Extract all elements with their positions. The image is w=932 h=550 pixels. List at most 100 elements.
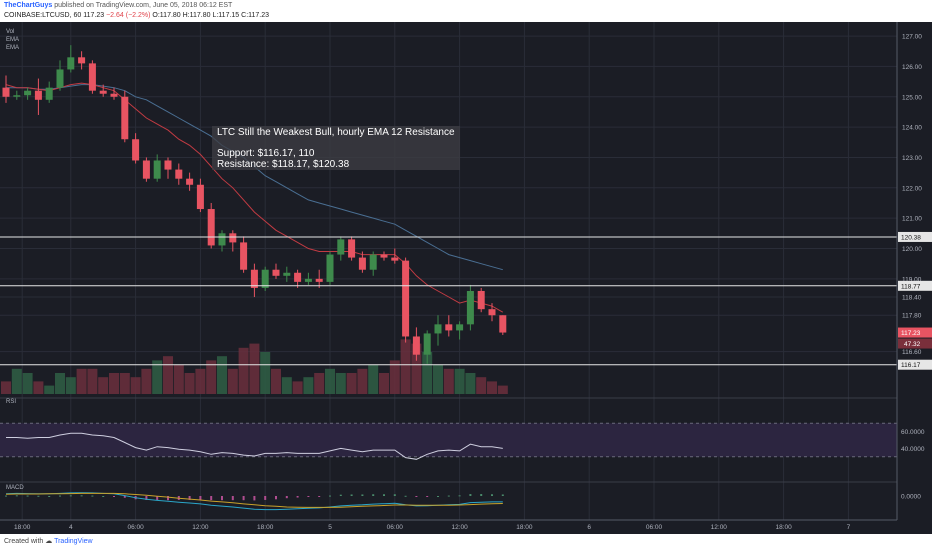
volume-bar bbox=[227, 368, 238, 394]
volume-bar bbox=[303, 377, 314, 394]
candle-body bbox=[132, 139, 140, 161]
macd-histogram-bar bbox=[156, 496, 159, 501]
time-tick-label: 7 bbox=[847, 524, 851, 531]
volume-bar bbox=[11, 368, 22, 394]
candle-body bbox=[45, 87, 53, 100]
candle-body bbox=[434, 324, 442, 334]
macd-histogram-bar bbox=[231, 496, 234, 501]
volume-bar bbox=[487, 381, 497, 394]
volume-bar bbox=[400, 339, 411, 394]
chart-canvas[interactable]: 127.00 126.00 125.00 124.00 123.00 122.00 121.… bbox=[0, 22, 932, 534]
volume-bar bbox=[65, 377, 76, 394]
candle-body bbox=[250, 269, 258, 288]
candle-body bbox=[142, 160, 150, 179]
volume-bar bbox=[346, 373, 357, 394]
volume-bar bbox=[454, 368, 465, 394]
macd-histogram-bar bbox=[69, 495, 72, 497]
candle-body bbox=[240, 242, 248, 270]
volume-bar bbox=[1, 381, 11, 394]
macd-histogram-bar bbox=[253, 496, 256, 501]
annotation-title: LTC Still the Weakest Bull, hourly EMA 1… bbox=[217, 127, 455, 138]
candle-body bbox=[164, 160, 172, 170]
candle-body bbox=[402, 260, 410, 337]
time-tick-label: 4 bbox=[69, 524, 73, 531]
candle-body bbox=[13, 95, 21, 97]
candle-body bbox=[34, 90, 42, 100]
volume-tag bbox=[898, 338, 932, 349]
candle-body bbox=[272, 269, 280, 276]
volume-bar bbox=[44, 385, 55, 394]
macd-histogram-bar bbox=[188, 496, 191, 500]
volume-bar bbox=[422, 352, 433, 394]
candle-body bbox=[337, 239, 345, 255]
candle-body bbox=[175, 169, 183, 179]
macd-histogram-bar bbox=[437, 496, 439, 497]
symbol-label: COINBASE:LTCUSD, 60 bbox=[4, 12, 82, 19]
macd-histogram-bar bbox=[242, 496, 245, 501]
macd-histogram-bar bbox=[383, 494, 385, 496]
rsi-pane-label: RSI bbox=[6, 399, 17, 405]
rsi-tick-label: 40.0000 bbox=[901, 446, 925, 453]
time-tick-label: 18:00 bbox=[14, 524, 31, 531]
legend-ema-2: EMA bbox=[6, 45, 20, 51]
volume-bar bbox=[163, 356, 173, 394]
annotation-callout[interactable]: LTC Still the Weakest Bull, hourly EMA 1… bbox=[212, 126, 460, 170]
candle-body bbox=[423, 333, 431, 355]
macd-histogram-bar bbox=[361, 494, 364, 496]
volume-bar bbox=[195, 368, 206, 394]
price-tick-label: 123.00 bbox=[902, 155, 922, 162]
candle-body bbox=[466, 290, 474, 325]
annotation-support: Support: $116.17, 110 bbox=[217, 148, 315, 159]
candle-body bbox=[499, 315, 507, 333]
candle-body bbox=[380, 254, 388, 258]
legend-vol: Vol bbox=[6, 29, 15, 35]
candle-body bbox=[88, 63, 96, 91]
macd-histogram-bar bbox=[307, 496, 310, 497]
volume-label: 47.32 bbox=[904, 341, 921, 348]
volume-bar bbox=[314, 373, 325, 394]
volume-bar bbox=[292, 381, 303, 394]
macd-histogram-bar bbox=[458, 495, 461, 497]
price-tick-label: 124.00 bbox=[902, 125, 922, 132]
footer-bar: Created with ☁ TradingView bbox=[0, 534, 932, 550]
candle-body bbox=[445, 324, 453, 331]
volume-bar bbox=[260, 352, 271, 394]
volume-bar bbox=[325, 368, 335, 394]
candle-body bbox=[294, 272, 302, 282]
time-tick-label: 18:00 bbox=[257, 524, 274, 531]
footer-credit: Created with ☁ TradingView bbox=[4, 537, 93, 545]
candle-body bbox=[477, 290, 485, 310]
price-tick-label: 122.00 bbox=[902, 185, 922, 192]
sr-price-tag bbox=[898, 280, 932, 291]
legend-ema-1: EMA bbox=[6, 37, 20, 43]
macd-histogram-bar bbox=[318, 496, 321, 497]
sr-price-tag bbox=[898, 231, 932, 242]
macd-tick-label: 0.0000 bbox=[901, 494, 921, 501]
candle-body bbox=[67, 57, 75, 70]
volume-bar bbox=[281, 377, 292, 394]
candle-body bbox=[110, 93, 118, 97]
macd-histogram-bar bbox=[48, 496, 51, 497]
macd-pane-label: MACD bbox=[6, 485, 24, 491]
volume-bar bbox=[271, 368, 281, 394]
macd-histogram-bar bbox=[415, 496, 418, 497]
macd-histogram-bar bbox=[123, 496, 126, 498]
time-tick-label: 06:00 bbox=[387, 524, 404, 531]
symbol-line: COINBASE:LTCUSD, 60 117.23 −2.64 (−2.2%)… bbox=[4, 12, 269, 19]
price-tick-label: 121.00 bbox=[902, 216, 922, 223]
candle-body bbox=[488, 309, 496, 316]
candle-body bbox=[186, 178, 194, 185]
author-link[interactable]: TheChartGuys bbox=[4, 2, 53, 9]
time-tick-label: 6 bbox=[587, 524, 591, 531]
macd-histogram-bar bbox=[285, 496, 288, 499]
footer-brand-link[interactable]: TradingView bbox=[54, 538, 93, 545]
macd-histogram-bar bbox=[372, 494, 375, 496]
last-price: 117.23 bbox=[83, 12, 105, 19]
candle-body bbox=[229, 233, 237, 243]
macd-histogram-bar bbox=[199, 496, 202, 500]
volume-bar bbox=[98, 377, 109, 394]
macd-histogram-bar bbox=[339, 494, 342, 496]
candle-body bbox=[348, 239, 356, 258]
candle-body bbox=[56, 69, 64, 88]
volume-bar bbox=[476, 377, 487, 394]
